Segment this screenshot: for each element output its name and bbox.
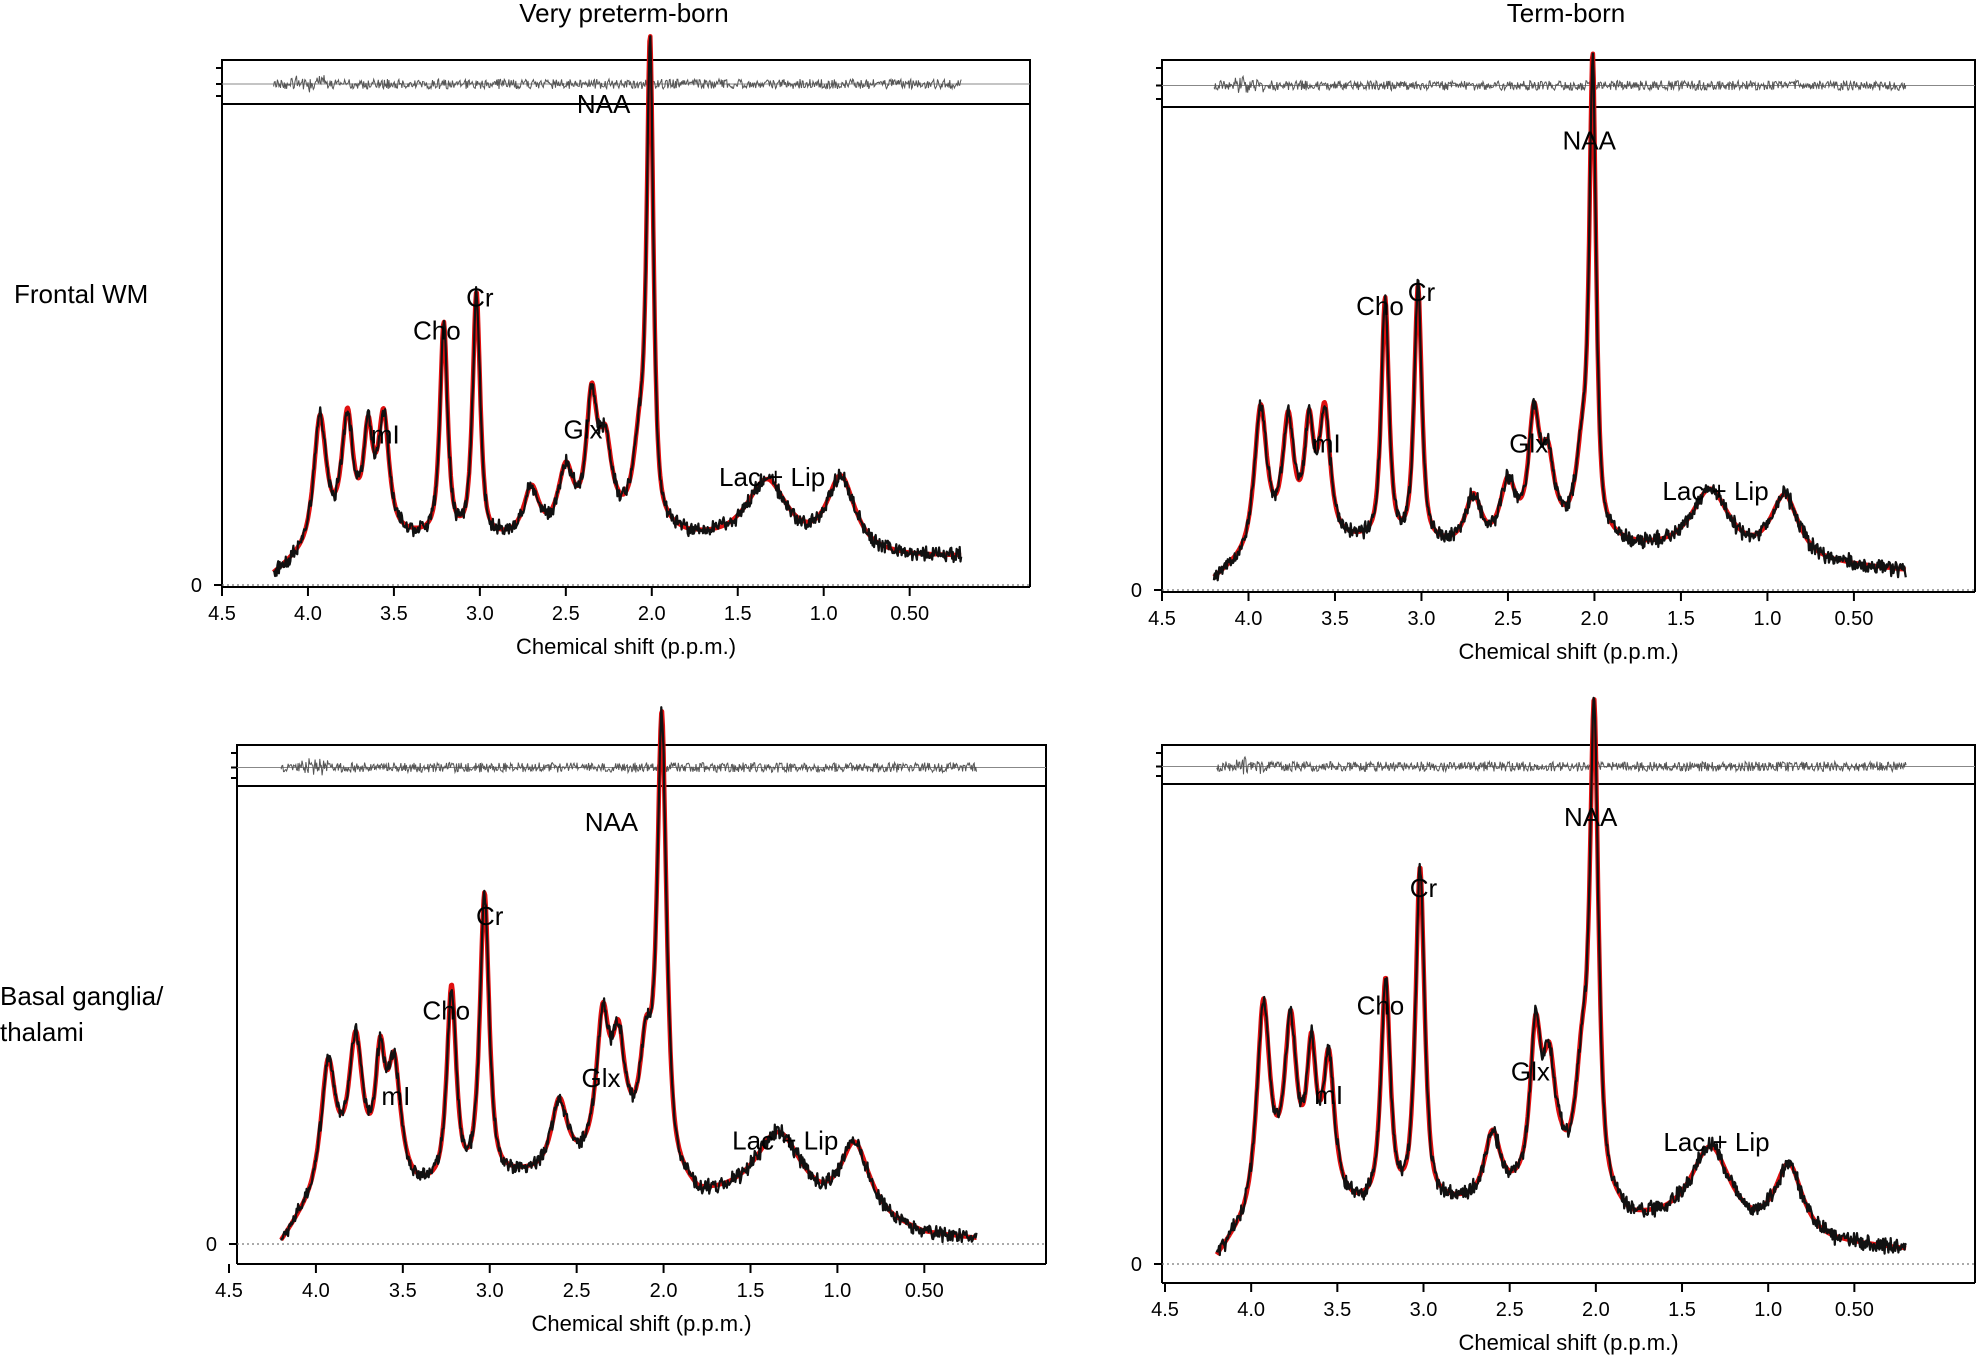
x-tick-label: 0.50 (1835, 1299, 1874, 1321)
x-tick-label: 4.5 (1148, 608, 1176, 630)
x-axis-label: Chemical shift (p.p.m.) (1458, 1330, 1678, 1355)
peak-label: Glx (1509, 429, 1548, 459)
x-tick-label: 0.50 (905, 1280, 944, 1302)
measured-series (1215, 696, 1908, 1257)
fit-series (1214, 697, 1908, 1256)
x-tick-label: 2.5 (1494, 608, 1522, 630)
x-tick-label: 2.0 (650, 1280, 678, 1302)
peak-label: Cr (1410, 873, 1438, 903)
y-tick-label: 0 (1131, 1254, 1142, 1276)
residual-series (273, 75, 962, 93)
peak-label: Cho (1357, 990, 1405, 1020)
x-tick-label: 1.5 (737, 1280, 765, 1302)
peak-label: mI (371, 419, 400, 449)
column-title-term: Term-born (1507, 0, 1625, 28)
peak-label: NAA (585, 807, 639, 837)
peak-label: Lac + Lip (732, 1126, 838, 1156)
peak-label: Lac + Lip (719, 462, 825, 492)
measured-series (1212, 52, 1907, 582)
x-tick-label: 1.0 (1754, 608, 1782, 630)
y-tick-label: 0 (206, 1234, 217, 1256)
x-tick-label: 4.5 (208, 603, 236, 625)
x-tick-label: 1.0 (810, 603, 838, 625)
x-tick-label: 3.5 (1321, 608, 1349, 630)
x-tick-label: 4.0 (302, 1280, 330, 1302)
row-title-basal-ganglia-line2: thalami (0, 1017, 84, 1047)
peak-label: mI (1314, 1080, 1343, 1110)
peak-label: mI (381, 1081, 410, 1111)
x-tick-label: 1.5 (724, 603, 752, 625)
panel-preterm-basal: 0 4.5 4.0 3.5 3.0 2.5 2.0 1.5 1.0 0.50 Chemical sh… (206, 706, 1047, 1336)
peak-label: NAA (577, 89, 631, 119)
x-tick-label: 1.5 (1668, 1299, 1696, 1321)
row-title-basal-ganglia-line1: Basal ganglia/ (0, 981, 164, 1011)
peak-label: mI (1312, 429, 1341, 459)
panel-term-basal: 0 4.5 4.0 3.5 3.0 2.5 2.0 1.5 1.0 0.50 Chemical sh… (1131, 696, 1976, 1355)
x-tick-label: 1.0 (1754, 1299, 1782, 1321)
peak-label: Lac + Lip (1662, 476, 1768, 506)
peak-label: Glx (1511, 1056, 1550, 1086)
x-tick-label: 2.5 (1496, 1299, 1524, 1321)
peak-label: Cr (466, 283, 494, 313)
peak-label: Lac + Lip (1663, 1127, 1769, 1157)
peak-label: Cho (413, 316, 461, 346)
residual-box (1161, 744, 1976, 785)
panel-term-frontal: 0 4.5 4.0 3.5 3.0 2.5 2.0 1.5 1.0 0.50 Chemical sh… (1131, 51, 1976, 664)
x-tick-label: 4.5 (215, 1280, 243, 1302)
y-tick-label: 0 (1131, 580, 1142, 602)
x-tick-label: 4.0 (294, 603, 322, 625)
x-tick-label: 3.0 (466, 603, 494, 625)
peak-label: Cho (1356, 291, 1404, 321)
residual-series (1216, 755, 1907, 775)
column-title-preterm: Very preterm-born (519, 0, 729, 28)
residual-series (1213, 74, 1907, 93)
x-axis-label: Chemical shift (p.p.m.) (516, 634, 736, 659)
residual-series (280, 758, 977, 776)
x-tick-label: 0.50 (890, 603, 929, 625)
x-tick-label: 3.0 (476, 1280, 504, 1302)
x-axis-label: Chemical shift (p.p.m.) (1458, 639, 1678, 664)
x-axis-label: Chemical shift (p.p.m.) (531, 1311, 751, 1336)
x-tick-label: 1.0 (823, 1280, 851, 1302)
x-tick-label: 3.5 (380, 603, 408, 625)
x-tick-label: 4.5 (1151, 1299, 1179, 1321)
x-tick-label: 2.0 (1581, 608, 1609, 630)
panel-preterm-frontal: 0 4.5 4.0 3.5 3.0 2.5 2.0 1.5 1.0 0.50 Chemical sh… (191, 34, 1031, 659)
row-title-frontal-wm: Frontal WM (14, 279, 148, 309)
peak-label: NAA (1564, 802, 1618, 832)
x-tick-label: 2.0 (1582, 1299, 1610, 1321)
peak-label: Glx (564, 415, 603, 445)
measured-series (280, 706, 978, 1244)
y-tick-label: 0 (191, 575, 202, 597)
x-tick-label: 2.5 (552, 603, 580, 625)
x-tick-label: 4.0 (1235, 608, 1263, 630)
measured-series (272, 35, 963, 578)
x-tick-label: 3.0 (1410, 1299, 1438, 1321)
x-tick-label: 3.0 (1408, 608, 1436, 630)
x-tick-label: 4.0 (1237, 1299, 1265, 1321)
x-tick-label: 3.5 (389, 1280, 417, 1302)
peak-label: Cr (1408, 277, 1436, 307)
x-tick-label: 1.5 (1667, 608, 1695, 630)
x-tick-label: 2.0 (638, 603, 666, 625)
x-tick-label: 0.50 (1834, 608, 1873, 630)
peak-label: Glx (581, 1063, 620, 1093)
fit-series (279, 709, 978, 1242)
peak-label: Cho (422, 995, 470, 1025)
x-tick-label: 3.5 (1323, 1299, 1351, 1321)
x-tick-label: 2.5 (563, 1280, 591, 1302)
peak-label: NAA (1563, 125, 1617, 155)
peak-label: Cr (476, 901, 504, 931)
spectrum-panels: 0 4.5 4.0 3.5 3.0 2.5 2.0 1.5 1.0 0.50 Chemical sh… (191, 34, 1976, 1355)
